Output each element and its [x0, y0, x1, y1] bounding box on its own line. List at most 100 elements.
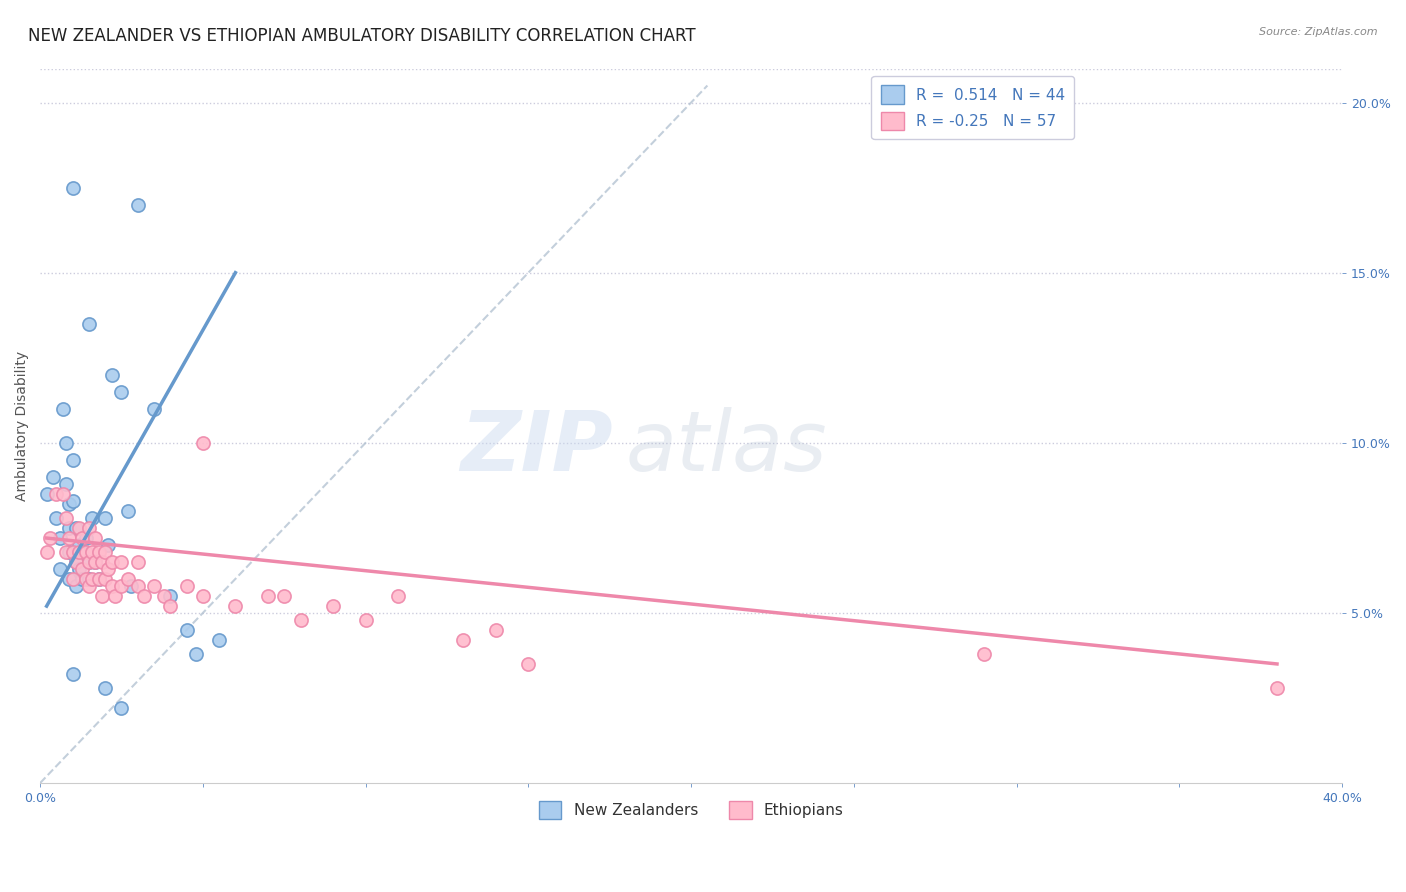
Point: [117, 572, 139, 586]
Point: [62, 452, 84, 467]
Point: [58, 497, 80, 511]
Point: [84, 555, 107, 569]
Point: [97, 538, 120, 552]
Point: [58, 544, 80, 558]
Point: [485, 623, 508, 637]
Point: [1265, 681, 1288, 695]
Point: [159, 589, 181, 603]
Point: [55, 476, 77, 491]
Point: [35, 487, 58, 501]
Point: [67, 562, 90, 576]
Point: [87, 572, 110, 586]
Point: [48, 562, 70, 576]
Point: [186, 647, 208, 661]
Point: [100, 368, 122, 382]
Point: [72, 562, 94, 576]
Point: [62, 667, 84, 681]
Point: [65, 555, 87, 569]
Point: [273, 589, 295, 603]
Point: [94, 510, 117, 524]
Point: [65, 555, 87, 569]
Point: [82, 544, 104, 558]
Point: [65, 579, 87, 593]
Point: [208, 633, 231, 648]
Point: [94, 572, 117, 586]
Point: [224, 599, 246, 613]
Point: [191, 435, 214, 450]
Point: [52, 487, 75, 501]
Point: [67, 521, 90, 535]
Point: [58, 521, 80, 535]
Point: [77, 572, 100, 586]
Point: [176, 623, 198, 637]
Point: [55, 544, 77, 558]
Point: [58, 572, 80, 586]
Text: Source: ZipAtlas.com: Source: ZipAtlas.com: [1260, 27, 1378, 37]
Point: [77, 521, 100, 535]
Point: [75, 544, 97, 558]
Point: [153, 589, 176, 603]
Point: [117, 504, 139, 518]
Point: [191, 589, 214, 603]
Point: [134, 589, 156, 603]
Point: [159, 599, 181, 613]
Point: [176, 579, 198, 593]
Point: [77, 317, 100, 331]
Point: [91, 555, 114, 569]
Point: [72, 572, 94, 586]
Y-axis label: Ambulatory Disability: Ambulatory Disability: [15, 351, 30, 500]
Point: [387, 589, 409, 603]
Point: [52, 401, 75, 416]
Point: [257, 589, 280, 603]
Legend: New Zealanders, Ethiopians: New Zealanders, Ethiopians: [533, 795, 849, 825]
Point: [110, 384, 132, 399]
Point: [75, 572, 97, 586]
Point: [110, 579, 132, 593]
Point: [35, 544, 58, 558]
Point: [97, 562, 120, 576]
Point: [87, 544, 110, 558]
Point: [91, 589, 114, 603]
Text: ZIP: ZIP: [460, 407, 613, 488]
Point: [354, 613, 377, 627]
Point: [517, 657, 540, 671]
Point: [42, 470, 65, 484]
Point: [82, 510, 104, 524]
Point: [973, 647, 995, 661]
Point: [77, 555, 100, 569]
Point: [84, 531, 107, 545]
Point: [62, 493, 84, 508]
Point: [58, 531, 80, 545]
Point: [120, 579, 142, 593]
Point: [62, 572, 84, 586]
Point: [62, 544, 84, 558]
Point: [290, 613, 312, 627]
Point: [110, 701, 132, 715]
Point: [143, 401, 166, 416]
Point: [104, 589, 127, 603]
Point: [127, 555, 149, 569]
Point: [84, 555, 107, 569]
Point: [82, 572, 104, 586]
Point: [143, 579, 166, 593]
Point: [75, 531, 97, 545]
Point: [127, 579, 149, 593]
Point: [45, 510, 67, 524]
Point: [451, 633, 474, 648]
Point: [67, 544, 90, 558]
Point: [55, 435, 77, 450]
Point: [77, 579, 100, 593]
Point: [48, 531, 70, 545]
Point: [322, 599, 344, 613]
Point: [127, 197, 149, 211]
Point: [100, 555, 122, 569]
Point: [94, 681, 117, 695]
Text: atlas: atlas: [626, 407, 828, 488]
Point: [55, 510, 77, 524]
Point: [38, 531, 60, 545]
Point: [72, 544, 94, 558]
Point: [100, 579, 122, 593]
Point: [45, 487, 67, 501]
Point: [110, 555, 132, 569]
Point: [77, 555, 100, 569]
